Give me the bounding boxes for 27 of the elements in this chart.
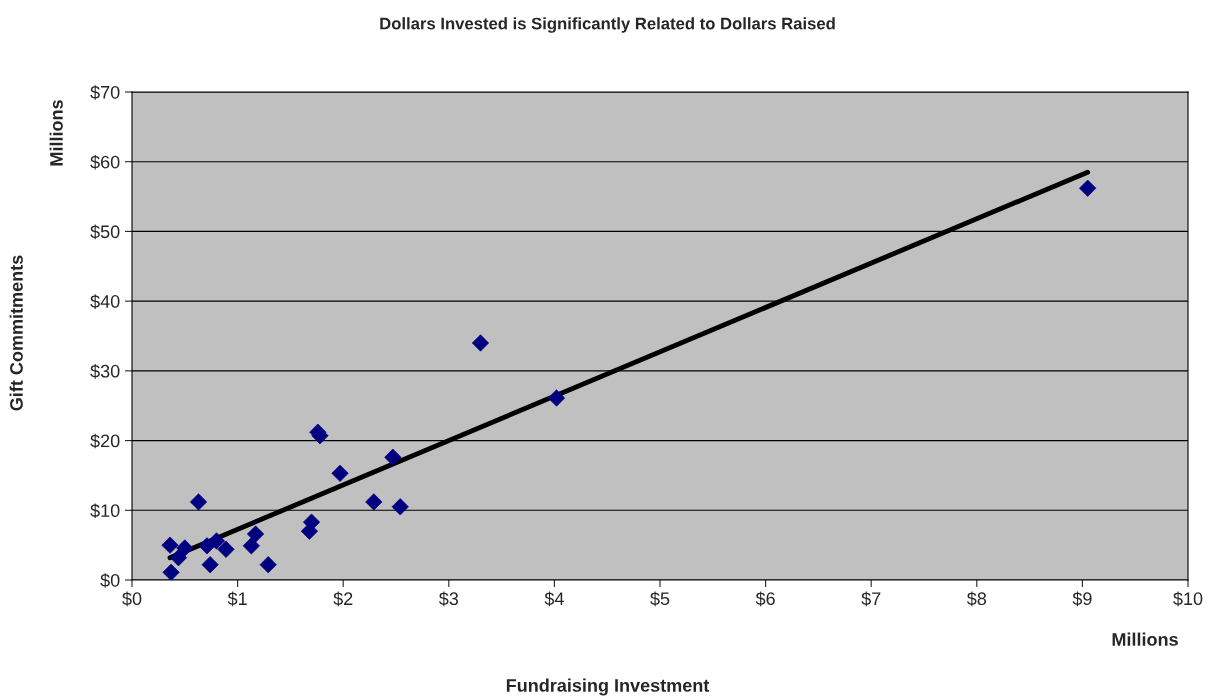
x-tick-label: $7 [861, 591, 881, 607]
x-tick-label: $1 [227, 591, 247, 607]
x-tick-label: $0 [122, 591, 142, 607]
y-tick-label: $50 [90, 224, 120, 240]
point [161, 536, 179, 554]
point [384, 448, 402, 466]
text: Millions [1112, 632, 1178, 646]
x-tick-label: $2 [333, 591, 353, 607]
y-tick-label: $0 [100, 573, 120, 588]
y-tick-label: $60 [90, 154, 120, 170]
x-tick-label: $3 [438, 591, 459, 607]
y-tick-label: $30 [90, 364, 120, 379]
x-axis-title: Fundraising Investment [506, 678, 710, 696]
y-tick-label: $10 [90, 503, 120, 519]
y-axis-title: Gift Commitments [9, 255, 23, 411]
x-tick-label: $5 [650, 591, 670, 607]
x-tick-label: $10 [1173, 591, 1203, 607]
chart-title: Dollars Invested is Significantly Related to Dollars Raised [380, 17, 835, 33]
point [176, 539, 194, 557]
y-tick-label: $70 [90, 85, 120, 100]
x-tick-label: $6 [755, 591, 775, 607]
x-tick-label: $4 [544, 591, 564, 607]
x-tick-label: $8 [966, 591, 987, 607]
y-tick-label: $40 [90, 294, 120, 309]
text: Millions [49, 100, 63, 166]
x-tick-label: $9 [1072, 591, 1092, 607]
y-tick-label: $20 [90, 433, 120, 449]
